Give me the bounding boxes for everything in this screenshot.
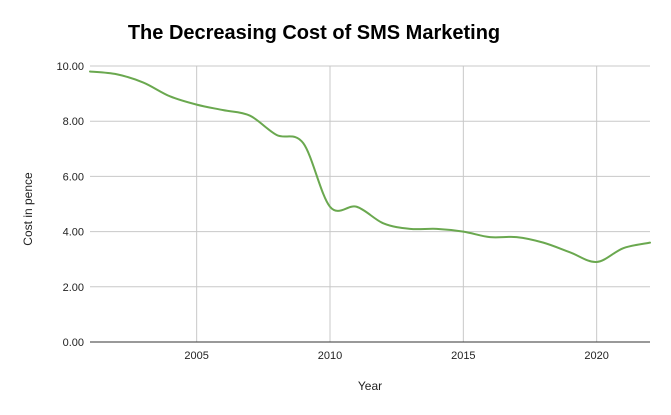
x-tick-label: 2020 xyxy=(584,350,608,362)
series-line xyxy=(89,70,651,263)
x-axis-title: Year xyxy=(358,379,382,393)
data-series xyxy=(89,70,651,263)
y-tick-label: 4.00 xyxy=(63,227,84,239)
y-tick-label: 0.00 xyxy=(63,337,84,349)
y-tick-label: 8.00 xyxy=(63,116,84,128)
gridlines xyxy=(90,65,650,343)
x-tick-label: 2010 xyxy=(318,350,342,362)
y-tick-label: 10.00 xyxy=(56,61,84,73)
y-tick-label: 2.00 xyxy=(63,282,84,294)
y-tick-label: 6.00 xyxy=(63,171,84,183)
chart-title: The Decreasing Cost of SMS Marketing xyxy=(128,22,500,44)
x-tick-label: 2015 xyxy=(451,350,475,362)
y-axis-title: Cost in pence xyxy=(21,172,35,246)
axes: 0.00 2.00 4.00 6.00 8.00 10.00 2005 2010 2015 202… xyxy=(56,61,650,362)
x-tick-label: 2005 xyxy=(184,350,208,362)
